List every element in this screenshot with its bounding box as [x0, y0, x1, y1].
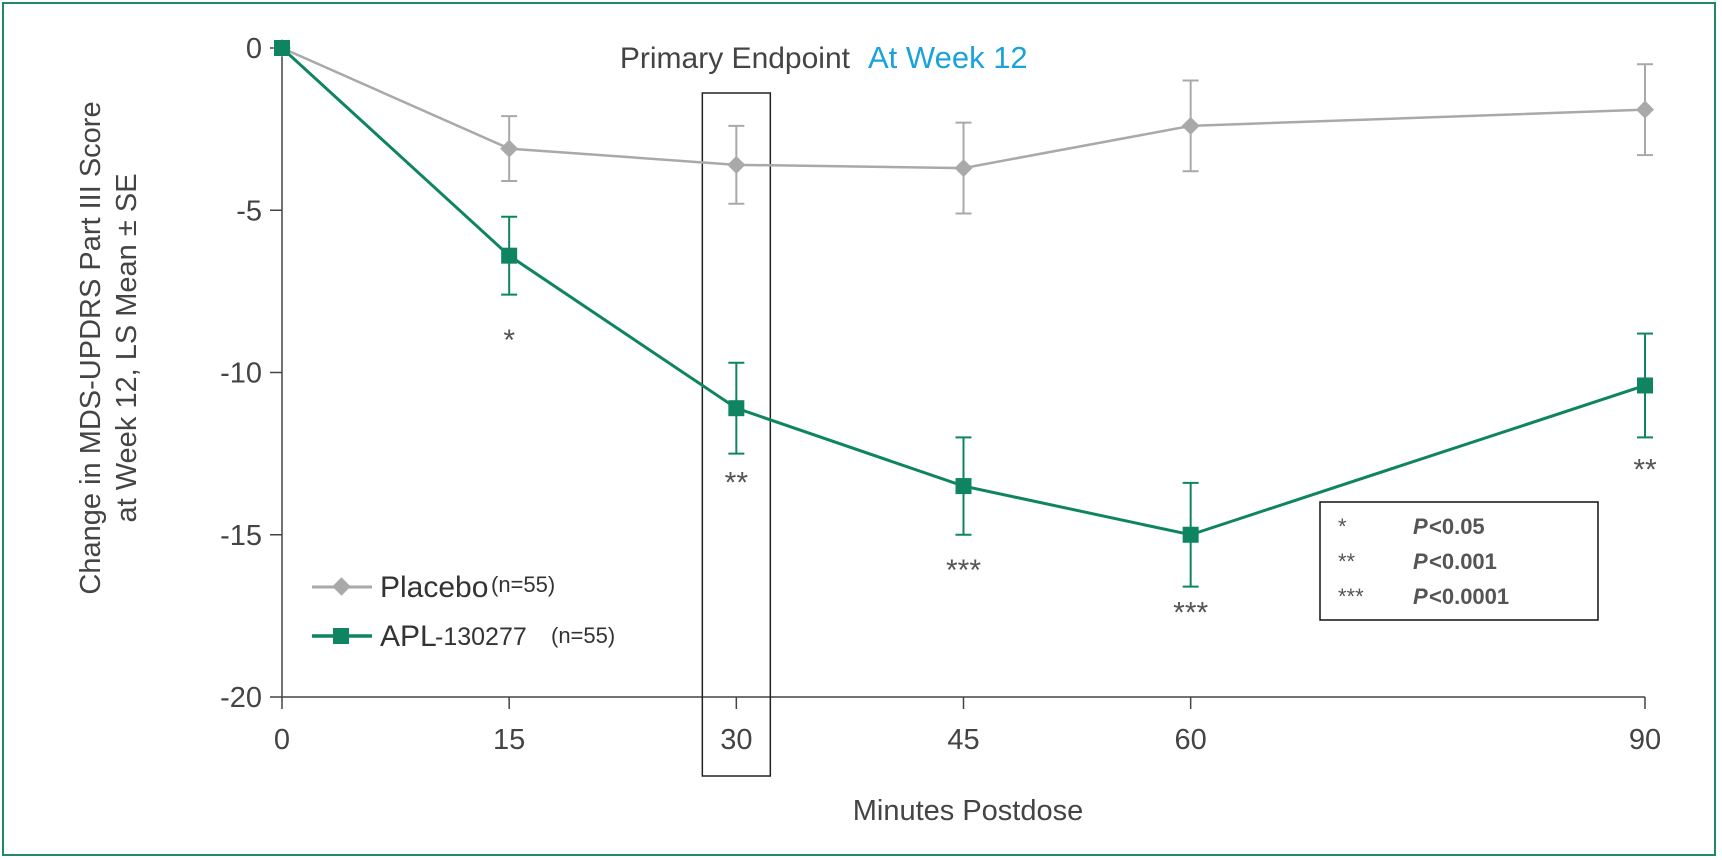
x-tick-label: 0 [274, 724, 290, 756]
key-row-2-value: <0.001 [1429, 549, 1497, 574]
chart-title-highlight: At Week 12 [868, 40, 1028, 75]
legend-placebo-label: Placebo [380, 571, 488, 604]
x-tick-label: 90 [1629, 724, 1661, 756]
legend-apl-marker [333, 628, 349, 644]
key-row-1-value: <0.05 [1429, 514, 1485, 539]
legend-placebo-marker [332, 577, 350, 595]
x-tick-label: 15 [493, 724, 525, 756]
key-row-3-stars: *** [1338, 584, 1364, 609]
data-point [727, 156, 745, 174]
data-point [1636, 101, 1654, 119]
y-axis-title-line2: at Week 12, LS Mean ± SE [111, 173, 143, 522]
key-row-2-p: P [1413, 549, 1428, 574]
key-row-3-p: P [1413, 584, 1428, 609]
data-point [500, 140, 518, 158]
key-row-1-p: P [1413, 514, 1428, 539]
significance-label: ** [1633, 454, 1657, 487]
y-tick-label: -10 [220, 358, 262, 390]
legend-apl-label: APL [380, 620, 437, 653]
significance-label: *** [946, 554, 981, 587]
x-axis-title: Minutes Postdose [853, 795, 1084, 827]
significance-label: * [503, 324, 515, 357]
significance-label: *** [1173, 596, 1208, 629]
y-axis-title-line1: Change in MDS-UPDRS Part III Score [75, 101, 107, 594]
data-point [1637, 377, 1653, 393]
key-row-1-stars: * [1338, 514, 1347, 539]
y-ticks: 0 -5 -10 -15 -20 [220, 33, 282, 714]
x-tick-label: 30 [720, 724, 752, 756]
legend-placebo-n: (n=55) [491, 572, 555, 597]
data-point [1183, 527, 1199, 543]
data-point [1182, 117, 1200, 135]
key-row-2-stars: ** [1338, 549, 1356, 574]
significance-key: * P <0.05 ** P <0.001 *** P <0.0001 [1320, 502, 1598, 620]
legend-apl-n: (n=55) [551, 623, 615, 648]
data-point [728, 400, 744, 416]
y-tick-label: 0 [246, 33, 262, 65]
data-point [274, 40, 290, 56]
data-point [501, 248, 517, 264]
significance-label: ** [725, 467, 749, 500]
legend: Placebo (n=55) APL -130277 (n=55) [312, 571, 615, 653]
chart-title: Primary Endpoint [620, 42, 851, 75]
y-tick-label: -5 [236, 195, 262, 227]
data-point [955, 159, 973, 177]
x-ticks: 0 15 30 45 60 90 [274, 697, 1661, 756]
x-tick-label: 45 [947, 724, 979, 756]
key-row-3-value: <0.0001 [1429, 584, 1509, 609]
x-tick-label: 60 [1175, 724, 1207, 756]
data-point [956, 478, 972, 494]
legend-apl-suffix: -130277 [435, 623, 527, 651]
y-tick-label: -20 [220, 682, 262, 714]
y-tick-label: -15 [220, 520, 262, 552]
